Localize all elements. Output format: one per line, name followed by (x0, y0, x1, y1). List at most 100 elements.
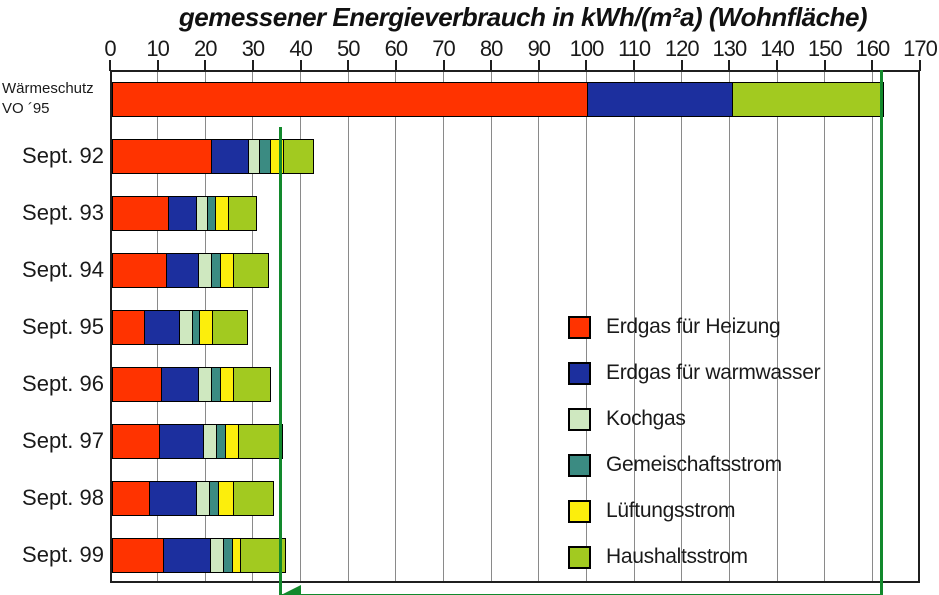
legend-swatch-icon (568, 453, 591, 477)
legend-swatch-icon (568, 545, 591, 569)
x-tick-label: 20 (194, 36, 218, 61)
x-tick-mark (680, 60, 683, 71)
bar-segment (731, 82, 885, 117)
bar-segment (283, 139, 315, 174)
gridline (633, 72, 635, 581)
x-tick-label: 70 (432, 36, 456, 61)
gridline (728, 72, 730, 581)
x-tick-label: 170 (903, 36, 938, 61)
bar-segment (112, 196, 170, 231)
legend-swatch-icon (568, 499, 591, 523)
bar-segment (215, 196, 230, 231)
bar-segment (233, 367, 272, 402)
gridline (824, 72, 826, 581)
legend-item: Haushaltsstrom (568, 545, 820, 569)
bar-row (112, 139, 315, 174)
bar-row (112, 367, 272, 402)
bar-segment (198, 367, 213, 402)
bar-segment (112, 367, 163, 402)
bar-row (112, 481, 274, 516)
x-tick-mark (776, 60, 779, 71)
category-label: Sept. 98 (22, 484, 104, 510)
x-tick-label: 60 (384, 36, 409, 61)
bar-segment (195, 481, 211, 516)
bar-segment (165, 253, 200, 288)
x-tick-mark (537, 60, 540, 71)
bar-segment (198, 253, 213, 288)
bar-row (112, 424, 284, 459)
x-tick-mark (871, 60, 874, 71)
gridline (681, 72, 683, 581)
bar-segment (217, 481, 235, 516)
bar-segment (112, 253, 167, 288)
bar-row (112, 82, 885, 117)
x-tick-label: 30 (241, 36, 266, 61)
x-tick-label: 0 (104, 36, 116, 61)
legend-swatch-icon (568, 407, 591, 431)
bar-row (112, 253, 269, 288)
x-tick-mark (251, 60, 254, 71)
x-tick-mark (156, 60, 159, 71)
bar-segment (233, 481, 274, 516)
gridline (347, 72, 349, 581)
legend-label: Kochgas (606, 407, 686, 430)
x-tick-mark (109, 60, 111, 71)
target-line (278, 127, 282, 595)
legend-label: Gemeischaftsstrom (606, 453, 782, 476)
gridline (776, 72, 778, 581)
category-label: Sept. 96 (22, 370, 104, 396)
bar-segment (211, 139, 250, 174)
category-label: Sept. 94 (22, 256, 104, 282)
category-label: Wärmeschutz VO ´95 (2, 80, 94, 117)
legend: Erdgas für Heizung Erdgas für warmwasser K… (568, 315, 821, 569)
legend-swatch-icon (568, 361, 591, 385)
waermeschutz-total-line (880, 70, 884, 595)
x-tick-label: 90 (527, 36, 552, 61)
legend-label: Erdgas für Heizung (606, 315, 781, 338)
bar-segment (211, 310, 248, 345)
bar-segment (210, 538, 225, 573)
x-tick-mark (823, 60, 826, 71)
legend-item: Kochgas (568, 407, 820, 431)
x-tick-mark (585, 60, 588, 71)
bar-segment (240, 538, 286, 573)
gridline (871, 72, 873, 581)
gridline (538, 72, 540, 581)
x-tick-label: 130 (712, 36, 748, 61)
bar-row (112, 310, 248, 345)
legend-label: Lüftungsstrom (606, 499, 736, 522)
gridline (300, 72, 302, 581)
bar-segment (112, 310, 146, 345)
x-tick-mark (919, 60, 921, 71)
bar-segment (237, 424, 284, 459)
gridline (395, 72, 397, 581)
bar-segment (269, 139, 285, 174)
category-label: Sept. 92 (22, 142, 104, 168)
x-tick-mark (347, 60, 350, 71)
plot-area: Erdgas für Heizung Erdgas für warmwasser K… (110, 70, 920, 583)
bar-segment (587, 82, 733, 117)
category-label: Sept. 99 (22, 541, 104, 567)
bar-segment (112, 538, 165, 573)
legend-item: Gemeischaftsstrom (568, 453, 820, 477)
legend-label: Haushaltsstrom (606, 545, 748, 568)
x-tick-label: 80 (479, 36, 504, 61)
bar-segment (149, 481, 197, 516)
x-tick-label: 40 (289, 36, 313, 61)
gridline (490, 72, 492, 581)
legend-item: Erdgas für Heizung (568, 315, 820, 339)
x-tick-mark (204, 60, 207, 71)
x-tick-label: 140 (760, 36, 795, 61)
x-tick-label: 120 (664, 36, 700, 61)
legend-label: Erdgas für warmwasser (606, 361, 821, 384)
x-tick-label: 110 (618, 36, 651, 61)
gridline (443, 72, 445, 581)
bar-segment (112, 82, 589, 117)
x-tick-mark (490, 60, 493, 71)
gridline (252, 72, 254, 581)
bar-segment (219, 367, 235, 402)
chart-title: gemessener Energieverbrauch in kWh/(m²a)… (178, 2, 868, 32)
bar-segment (168, 196, 197, 231)
x-tick-label: 160 (855, 36, 890, 61)
category-label: Sept. 93 (22, 199, 104, 225)
